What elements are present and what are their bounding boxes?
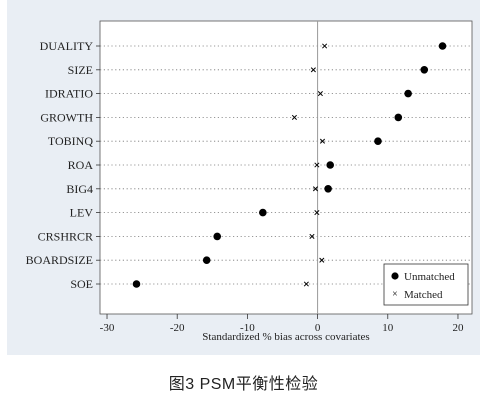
- y-tick-label: CRSHRCR: [38, 229, 93, 243]
- matched-point: [319, 257, 325, 263]
- y-tick-label: IDRATIO: [45, 87, 93, 101]
- unmatched-point: [324, 185, 332, 193]
- y-tick-label: LEV: [70, 206, 94, 220]
- legend-matched-label: Matched: [404, 289, 443, 301]
- unmatched-point: [420, 66, 429, 74]
- matched-point: [291, 114, 297, 120]
- matched-point-stroke: [314, 162, 320, 168]
- marks-layer: [132, 42, 447, 288]
- matched-point-stroke: [303, 281, 309, 287]
- axis-layer: DUALITY SIZE IDRATIO GROWTH TOBINQ ROA BIG4 LEV…: [26, 39, 464, 334]
- matched-point-stroke: [322, 43, 328, 49]
- y-tick-label: GROWTH: [40, 110, 93, 124]
- figure-caption: 图3 PSM平衡性检验: [168, 376, 319, 393]
- matched-point-stroke: [319, 138, 326, 144]
- y-tick-label: ROA: [68, 158, 94, 172]
- y-tick-label: BIG4: [66, 182, 93, 196]
- legend-matched-marker: ×: [392, 289, 398, 300]
- matched-point-stroke: [317, 91, 323, 97]
- legend-unmatched-marker: [391, 272, 399, 280]
- matched-point: [312, 186, 319, 192]
- y-tick-label: DUALITY: [40, 39, 94, 53]
- unmatched-point: [259, 208, 267, 217]
- legend-box: [383, 263, 469, 306]
- unmatched-point: [202, 256, 211, 265]
- matched-point: [319, 138, 326, 144]
- grid-layer: [100, 21, 472, 314]
- legend-unmatched-label: Unmatched: [404, 271, 455, 283]
- x-tick-label: 0: [315, 322, 321, 334]
- matched-point: [309, 233, 315, 239]
- matched-point-stroke: [309, 233, 315, 239]
- y-tick-label: TOBINQ: [48, 134, 93, 148]
- matched-point: [322, 43, 328, 49]
- unmatched-point: [394, 113, 403, 122]
- x-tick-label: -10: [240, 322, 255, 334]
- matched-point: [314, 210, 320, 216]
- matched-point-stroke: [319, 257, 325, 263]
- matched-point-stroke: [310, 67, 316, 73]
- unmatched-point: [438, 42, 447, 50]
- matched-point-stroke: [312, 186, 319, 192]
- unmatched-point: [326, 161, 335, 169]
- unmatched-point: [374, 137, 382, 145]
- matched-point-stroke: [291, 114, 297, 120]
- x-axis-label: Standardized % bias across covariates: [202, 331, 369, 343]
- y-tick-label: SOE: [70, 277, 93, 291]
- matched-point: [314, 162, 320, 168]
- matched-point: [303, 281, 309, 287]
- x-tick-label: 10: [382, 322, 394, 334]
- x-tick-label: 20: [452, 322, 464, 334]
- unmatched-point: [404, 89, 412, 98]
- unmatched-point: [132, 280, 141, 288]
- legend: Unmatched × Matched: [383, 263, 469, 306]
- unmatched-point: [213, 232, 222, 241]
- matched-point: [317, 91, 323, 97]
- matched-point-stroke: [314, 210, 320, 216]
- x-tick-label: -30: [100, 322, 115, 334]
- y-tick-label: BOARDSIZE: [26, 253, 93, 267]
- matched-point: [310, 67, 316, 73]
- y-tick-label: SIZE: [68, 63, 93, 77]
- x-tick-label: -20: [170, 322, 185, 334]
- psm-balance-chart: DUALITY SIZE IDRATIO GROWTH TOBINQ ROA BIG4 LEV…: [7, 0, 480, 355]
